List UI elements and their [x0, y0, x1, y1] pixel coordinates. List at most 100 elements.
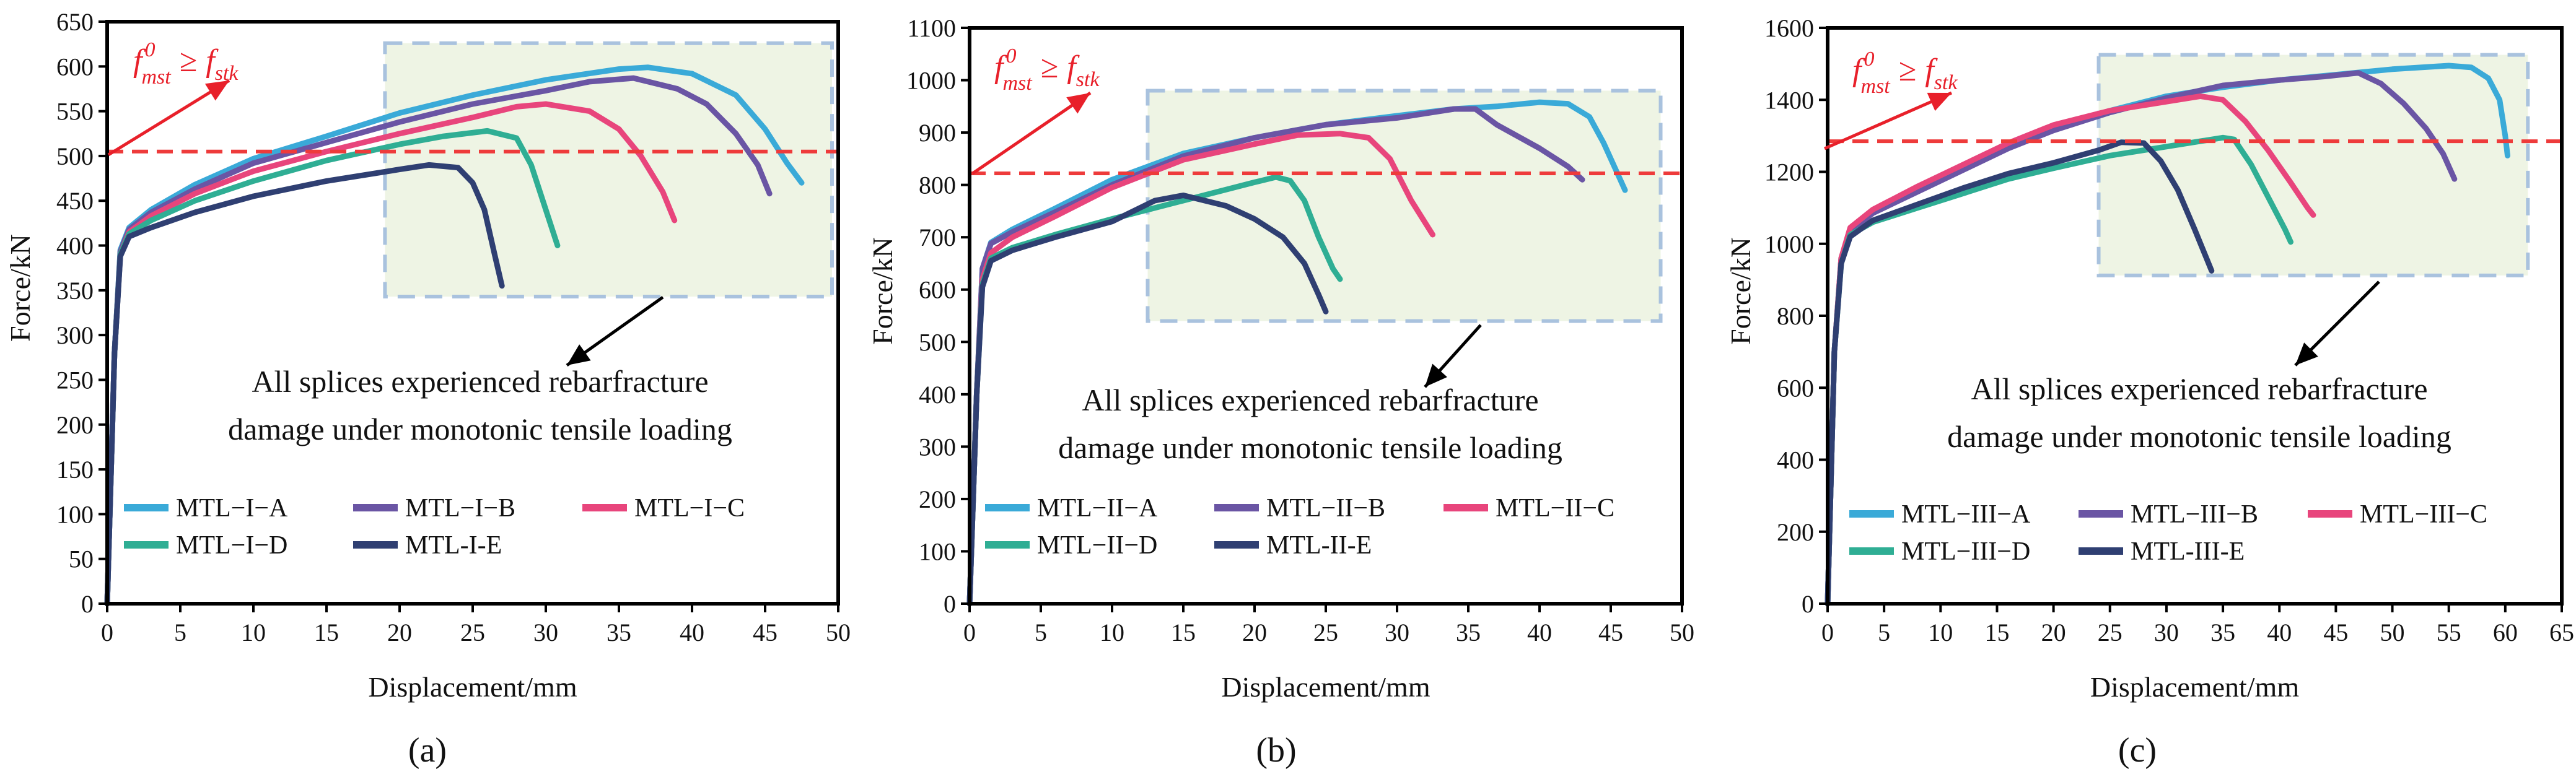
y-tick-label: 400	[56, 232, 94, 260]
x-tick-label: 25	[1313, 619, 1338, 646]
threshold-label-part: ≥	[1041, 50, 1059, 85]
y-tick-label: 600	[1777, 374, 1814, 402]
threshold-arrow-shaft	[971, 91, 1092, 175]
x-axis-title: Displacement/mm	[1221, 671, 1430, 703]
y-tick-label: 350	[56, 277, 94, 305]
x-axis-title: Displacement/mm	[368, 671, 577, 703]
chart-panel-3: 0 5 10 15 20 25 30 35 40 45 50 55 60 65 0 200 400 600 800 1…	[1725, 14, 2574, 770]
threshold-label-part: mst	[1002, 72, 1033, 95]
y-tick-label: 1000	[1764, 230, 1814, 258]
threshold-label-part: 0	[1005, 45, 1016, 67]
note-arrow-head	[2295, 342, 2318, 365]
legend-label-e: MTL-II-E	[1266, 531, 1372, 560]
x-tick-label: 50	[1670, 619, 1694, 646]
x-tick-label: 20	[387, 619, 412, 646]
y-tick-label: 550	[56, 98, 94, 126]
x-tick-label: 50	[826, 619, 851, 646]
x-tick-label: 40	[1527, 619, 1552, 646]
y-tick-label: 650	[56, 8, 94, 36]
series-line-e	[966, 193, 1329, 607]
x-tick-label: 35	[2210, 619, 2235, 646]
annotation-note-line: damage under monotonic tensile loading	[228, 412, 732, 446]
chart-panel-2: 0 5 10 15 20 25 30 35 40 45 5001002003004005006007…	[867, 14, 1694, 770]
threshold-label-part: stk	[1934, 71, 1958, 94]
legend-label-a: MTL−I−A	[176, 494, 288, 523]
threshold-label-part: ≥	[180, 43, 198, 79]
y-tick-label: 1400	[1764, 86, 1814, 114]
threshold-arrow-head	[1066, 93, 1090, 114]
y-tick-label: 200	[56, 411, 94, 439]
x-tick-label: 55	[2437, 619, 2461, 646]
annotation-note-line: All splices experienced rebarfracture	[1971, 371, 2427, 406]
note-arrow-head	[1425, 363, 1447, 387]
annotation-note-line: All splices experienced rebarfracture	[1082, 383, 1538, 417]
legend-label-e: MTL-I-E	[405, 531, 502, 560]
panel-label: (b)	[1256, 731, 1296, 770]
chart-panel-1: 0 5 10 15 20 25 30 35 40 45 5005010015020025030035…	[4, 8, 851, 770]
threshold-arrow-head	[1927, 92, 1952, 111]
y-tick-label: 100	[919, 537, 956, 565]
legend-label-b: MTL−I−B	[405, 494, 515, 523]
x-tick-label: 0	[963, 619, 976, 646]
panel-label: (c)	[2118, 731, 2157, 770]
legend-label-a: MTL−III−A	[1901, 500, 2031, 529]
threshold-label-part: 0	[1864, 48, 1874, 71]
annotation-note-line: damage under monotonic tensile loading	[1947, 419, 2451, 454]
x-tick-label: 5	[1035, 619, 1047, 646]
x-axis-title: Displacement/mm	[2090, 671, 2299, 703]
threshold-arrow-shaft	[107, 79, 230, 157]
y-tick-label: 150	[56, 456, 94, 484]
threshold-arrow-head	[204, 80, 229, 101]
y-tick-label: 500	[56, 142, 94, 170]
threshold-label-part: ≥	[1899, 53, 1917, 88]
x-tick-label: 5	[174, 619, 186, 646]
y-tick-label: 0	[944, 590, 956, 618]
legend-label-c: MTL−II−C	[1496, 494, 1614, 523]
series-line-e	[1825, 139, 2215, 607]
legend-label-e: MTL-III-E	[2131, 537, 2245, 566]
x-tick-label: 10	[1100, 619, 1124, 646]
x-tick-label: 65	[2549, 619, 2574, 646]
y-tick-label: 200	[919, 485, 956, 513]
threshold-arrow-shaft	[1823, 91, 1953, 150]
threshold-label-part: stk	[1076, 68, 1100, 91]
y-tick-label: 450	[56, 187, 94, 215]
y-tick-label: 200	[1777, 518, 1814, 546]
x-tick-label: 10	[241, 619, 266, 646]
legend-label-d: MTL−II−D	[1037, 531, 1157, 560]
x-tick-label: 10	[1928, 619, 1953, 646]
y-tick-label: 600	[919, 276, 956, 304]
y-tick-label: 500	[919, 328, 956, 356]
x-tick-label: 25	[2098, 619, 2123, 646]
legend-label-d: MTL−I−D	[176, 531, 287, 560]
y-tick-label: 300	[56, 321, 94, 349]
legend-label-a: MTL−II−A	[1037, 494, 1158, 523]
x-tick-label: 0	[1821, 619, 1834, 646]
threshold-label: f 0 mst ≥ fstk	[133, 38, 239, 89]
threshold-label-part: stk	[215, 62, 239, 85]
panel-label: (a)	[408, 731, 447, 770]
x-tick-label: 45	[753, 619, 778, 646]
x-tick-label: 30	[533, 619, 558, 646]
x-tick-label: 15	[314, 619, 339, 646]
threshold-label: f 0 mst ≥ fstk	[994, 45, 1100, 95]
y-tick-label: 800	[919, 172, 956, 199]
y-tick-label: 1200	[1764, 159, 1814, 186]
note-arrow-head	[567, 344, 591, 365]
x-tick-label: 45	[1598, 619, 1623, 646]
y-tick-label: 0	[1802, 590, 1814, 618]
y-tick-label: 1600	[1764, 14, 1814, 42]
x-tick-label: 15	[1984, 619, 2009, 646]
x-tick-label: 20	[1242, 619, 1267, 646]
y-tick-label: 400	[1777, 446, 1814, 474]
x-tick-label: 45	[2323, 619, 2348, 646]
annotation-note-line: damage under monotonic tensile loading	[1058, 430, 1562, 465]
y-tick-label: 0	[81, 590, 94, 618]
x-tick-label: 35	[607, 619, 631, 646]
legend-label-b: MTL−II−B	[1266, 494, 1385, 523]
y-tick-label: 700	[919, 224, 956, 251]
y-tick-label: 300	[919, 433, 956, 461]
x-tick-label: 0	[101, 619, 113, 646]
highlight-region	[1146, 89, 1663, 323]
threshold-label-part: mst	[141, 66, 172, 89]
